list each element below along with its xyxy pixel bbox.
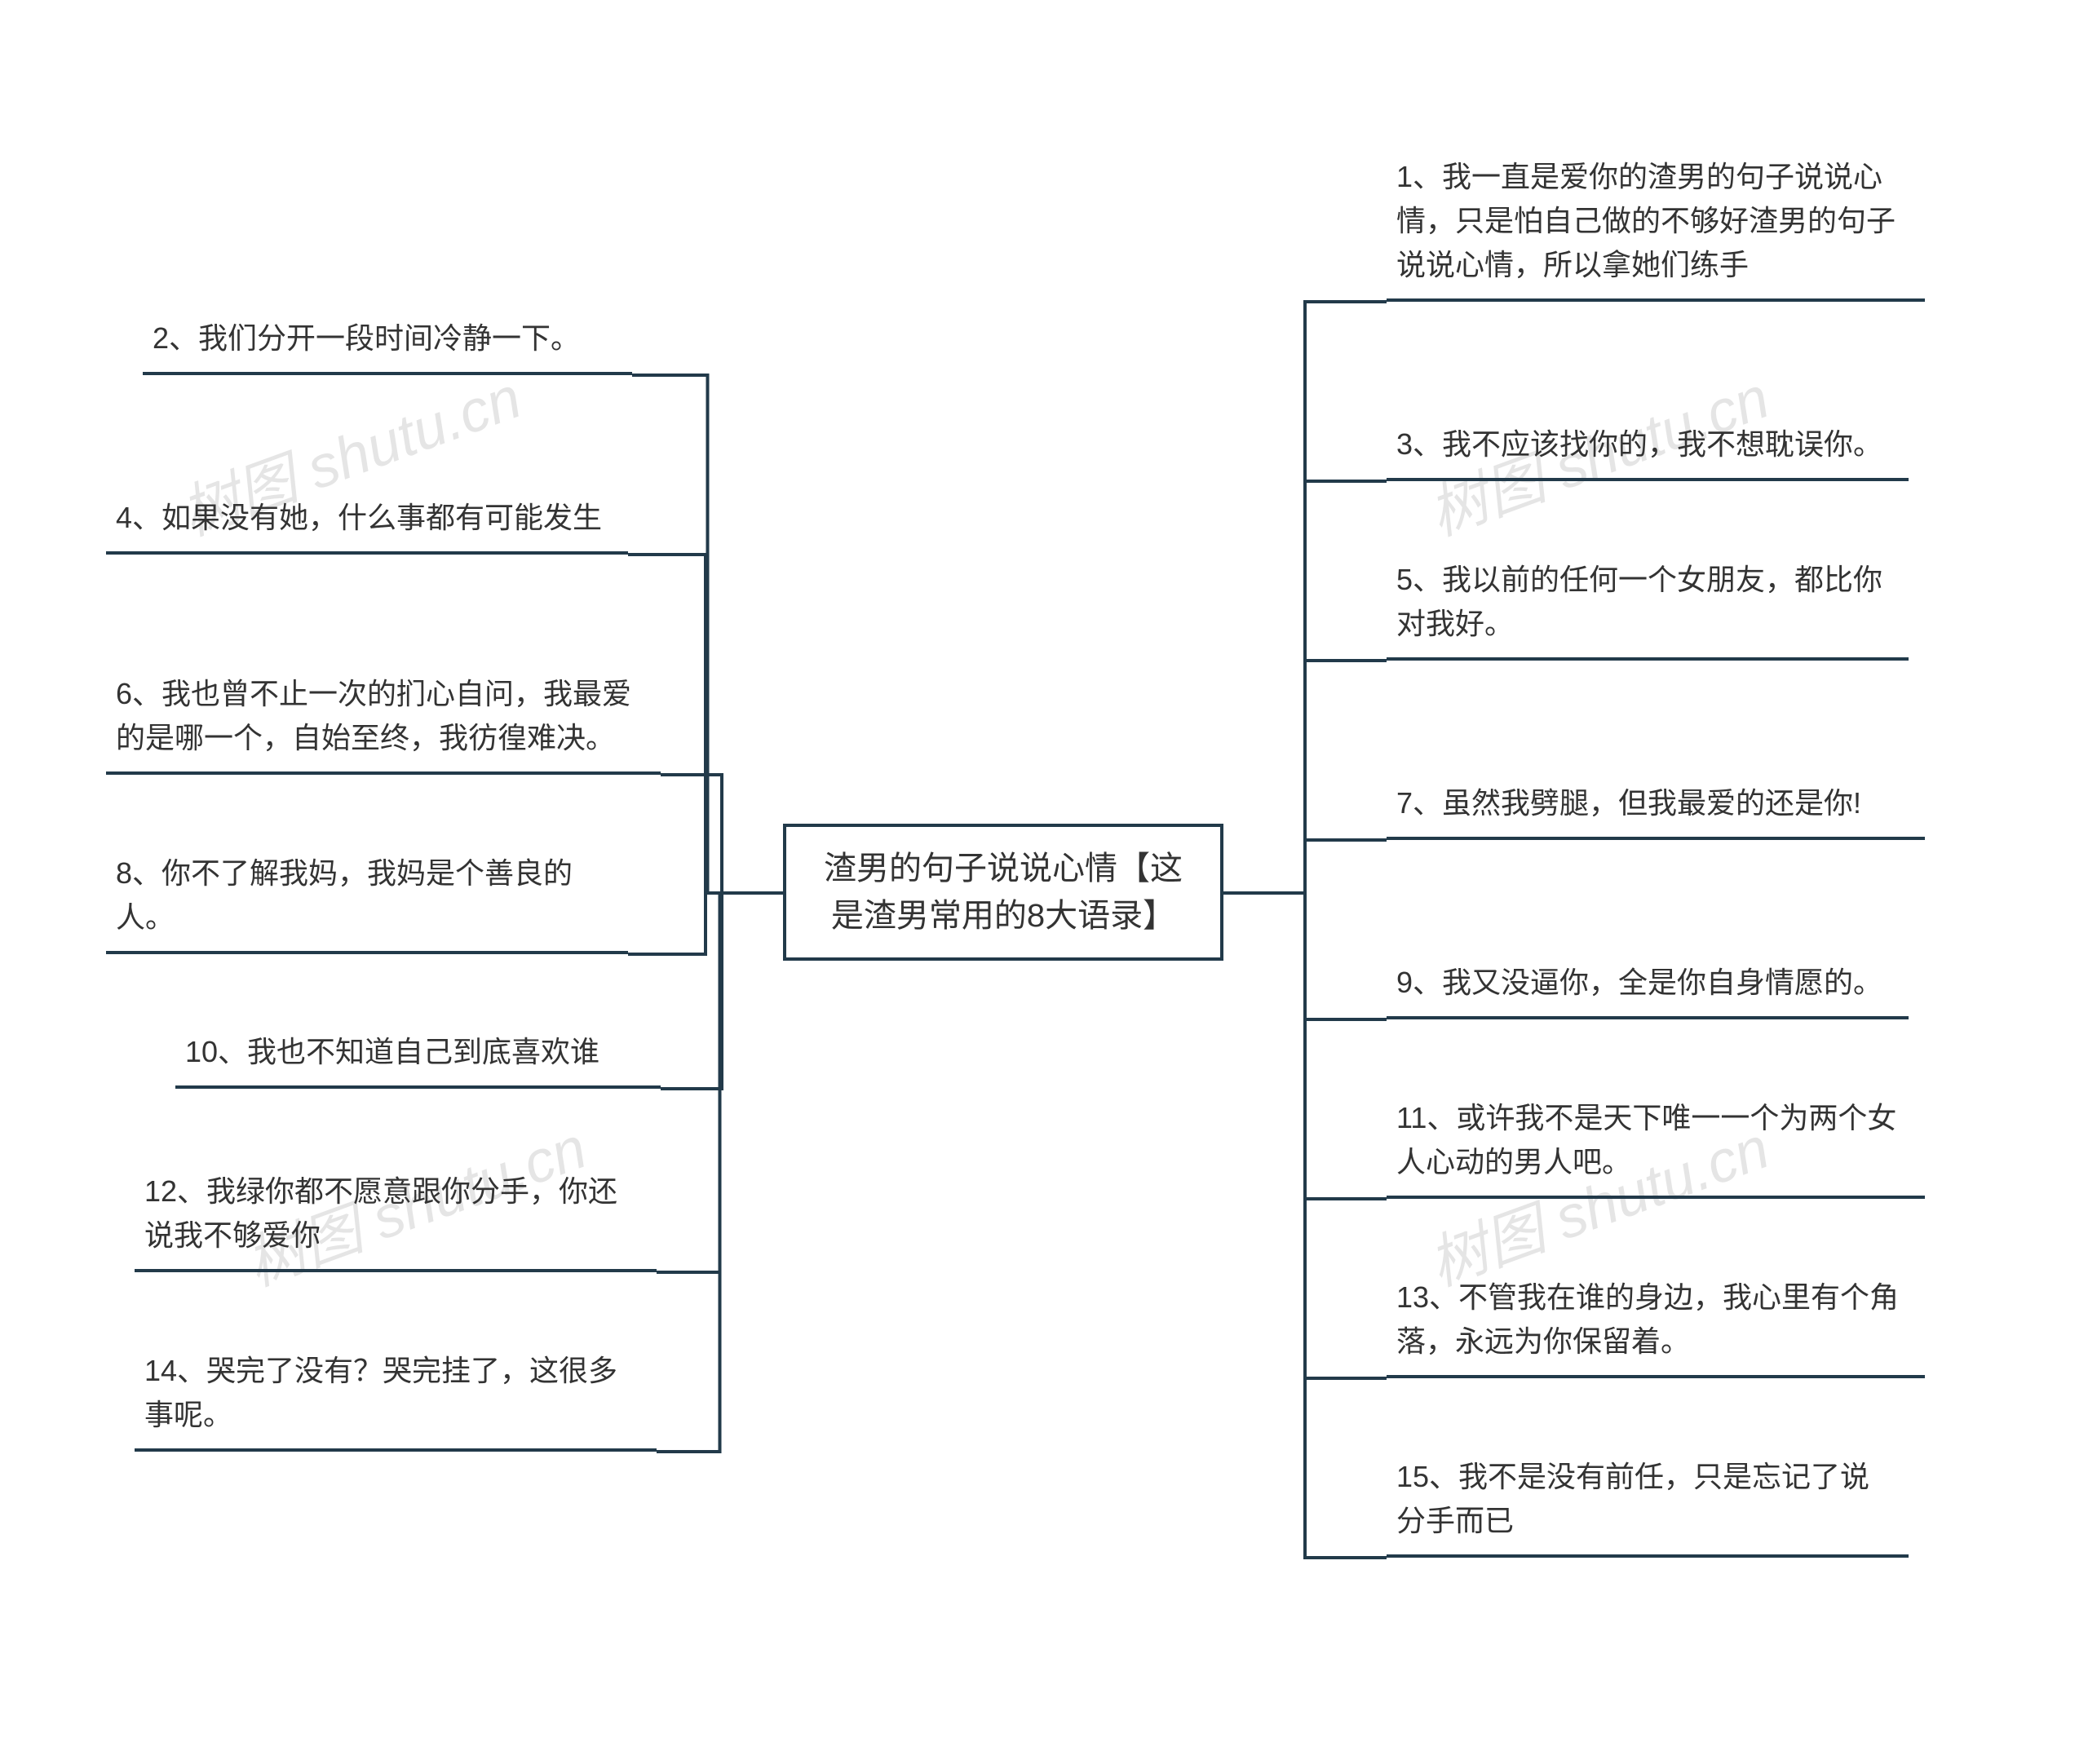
leaf-label: 14、哭完了没有？哭完挂了，这很多事呢。 xyxy=(144,1354,617,1431)
leaf-node-left: 14、哭完了没有？哭完挂了，这很多事呢。 xyxy=(135,1349,657,1452)
leaf-node-left: 2、我们分开一段时间冷静一下。 xyxy=(143,316,632,375)
leaf-label: 15、我不是没有前任，只是忘记了说分手而已 xyxy=(1396,1460,1869,1537)
leaf-node-right: 3、我不应该找你的，我不想耽误你。 xyxy=(1387,422,1909,481)
leaf-label: 4、如果没有她，什么事都有可能发生 xyxy=(116,501,602,534)
leaf-node-left: 12、我绿你都不愿意跟你分手，你还说我不够爱你 xyxy=(135,1169,657,1272)
center-node: 渣男的句子说说心情【这是渣男常用的8大语录】 xyxy=(783,824,1223,961)
leaf-label: 12、我绿你都不愿意跟你分手，你还说我不够爱你 xyxy=(144,1174,617,1252)
leaf-label: 2、我们分开一段时间冷静一下。 xyxy=(153,321,580,355)
leaf-node-right: 13、不管我在谁的身边，我心里有个角落，永远为你保留着。 xyxy=(1387,1275,1925,1378)
leaf-label: 11、或许我不是天下唯一一个为两个女人心动的男人吧。 xyxy=(1396,1101,1896,1178)
leaf-label: 5、我以前的任何一个女朋友，都比你对我好。 xyxy=(1396,563,1882,640)
leaf-node-right: 15、我不是没有前任，只是忘记了说分手而已 xyxy=(1387,1455,1909,1558)
leaf-node-right: 1、我一直是爱你的渣男的句子说说心情，只是怕自己做的不够好渣男的句子说说心情，所… xyxy=(1387,155,1925,302)
leaf-label: 9、我又没逼你，全是你自身情愿的。 xyxy=(1396,966,1882,999)
leaf-label: 13、不管我在谁的身边，我心里有个角落，永远为你保留着。 xyxy=(1396,1280,1899,1358)
mindmap-canvas: 渣男的句子说说心情【这是渣男常用的8大语录】树图 shutu.cn树图 shut… xyxy=(0,0,2088,1764)
leaf-node-right: 11、或许我不是天下唯一一个为两个女人心动的男人吧。 xyxy=(1387,1096,1925,1199)
leaf-node-right: 7、虽然我劈腿，但我最爱的还是你! xyxy=(1387,781,1925,840)
leaf-node-left: 4、如果没有她，什么事都有可能发生 xyxy=(106,496,628,555)
leaf-label: 10、我也不知道自己到底喜欢谁 xyxy=(185,1035,599,1068)
leaf-node-right: 5、我以前的任何一个女朋友，都比你对我好。 xyxy=(1387,558,1909,661)
leaf-node-left: 8、你不了解我妈，我妈是个善良的人。 xyxy=(106,851,628,954)
leaf-label: 7、虽然我劈腿，但我最爱的还是你! xyxy=(1396,786,1861,820)
leaf-label: 1、我一直是爱你的渣男的句子说说心情，只是怕自己做的不够好渣男的句子说说心情，所… xyxy=(1396,160,1896,281)
leaf-label: 8、你不了解我妈，我妈是个善良的人。 xyxy=(116,856,573,934)
leaf-node-right: 9、我又没逼你，全是你自身情愿的。 xyxy=(1387,961,1909,1019)
leaf-node-left: 6、我也曾不止一次的扪心自问，我最爱的是哪一个，自始至终，我彷徨难决。 xyxy=(106,672,661,775)
leaf-node-left: 10、我也不知道自己到底喜欢谁 xyxy=(175,1030,661,1089)
leaf-label: 6、我也曾不止一次的扪心自问，我最爱的是哪一个，自始至终，我彷徨难决。 xyxy=(116,677,631,754)
leaf-label: 3、我不应该找你的，我不想耽误你。 xyxy=(1396,427,1882,461)
center-node-label: 渣男的句子说说心情【这是渣男常用的8大语录】 xyxy=(824,851,1183,934)
